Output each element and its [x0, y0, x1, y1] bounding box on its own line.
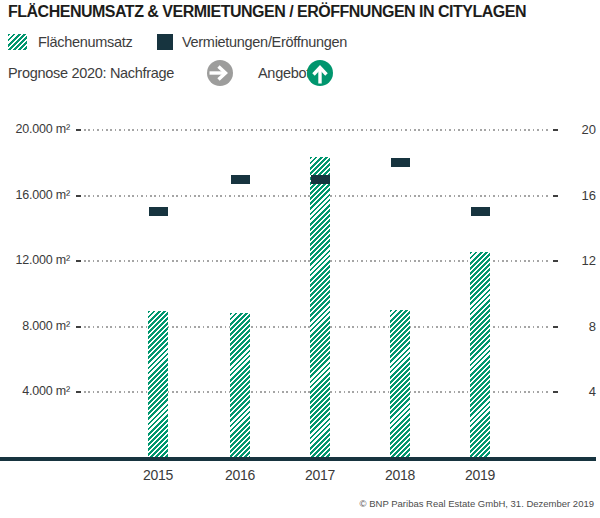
- x-axis-baseline: [0, 457, 596, 461]
- axis-tick-right: [553, 129, 558, 131]
- copyright-note: © BNP Paribas Real Estate GmbH, 31. Deze…: [360, 498, 594, 509]
- gridline: [84, 129, 550, 131]
- vermietungen-marker-2015: [149, 207, 168, 216]
- bar-2019: [470, 252, 490, 457]
- y-axis-label-left: 4.000 m²: [4, 384, 70, 398]
- vermietungen-marker-2019: [471, 207, 490, 216]
- y-axis-label-right: 16: [564, 188, 596, 203]
- plot-area: 20.000 m² 20 16.000 m² 16 12.000 m² 12 8.000 m…: [0, 0, 600, 518]
- y-axis-label-left: 12.000 m²: [4, 253, 70, 267]
- vermietungen-marker-2018: [391, 158, 410, 167]
- vermietungen-marker-2017: [311, 175, 330, 184]
- y-axis-label-left: 8.000 m²: [4, 319, 70, 333]
- chart-figure: FLÄCHENUMSATZ & VERMIETUNGEN / ERÖFFNUNG…: [0, 0, 600, 518]
- axis-tick-left: [76, 391, 81, 393]
- bar-2018: [390, 310, 410, 457]
- y-axis-label-left: 16.000 m²: [4, 188, 70, 202]
- y-axis-label-left: 20.000 m²: [4, 122, 70, 136]
- axis-tick-left: [76, 195, 81, 197]
- year-label-2018: 2018: [375, 467, 425, 483]
- axis-tick-right: [553, 195, 558, 197]
- axis-tick-left: [76, 326, 81, 328]
- axis-tick-right: [553, 326, 558, 328]
- vermietungen-marker-2016: [231, 175, 250, 184]
- bar-2016: [230, 313, 250, 457]
- year-label-2015: 2015: [133, 467, 183, 483]
- y-axis-label-right: 4: [564, 384, 596, 399]
- y-axis-label-right: 8: [564, 319, 596, 334]
- axis-tick-right: [553, 260, 558, 262]
- bar-2017: [310, 157, 330, 457]
- axis-tick-left: [76, 260, 81, 262]
- axis-tick-right: [553, 391, 558, 393]
- axis-tick-left: [76, 129, 81, 131]
- year-label-2017: 2017: [295, 467, 345, 483]
- bar-2015: [148, 311, 168, 457]
- y-axis-label-right: 20: [564, 122, 596, 137]
- year-label-2019: 2019: [455, 467, 505, 483]
- y-axis-label-right: 12: [564, 253, 596, 268]
- year-label-2016: 2016: [215, 467, 265, 483]
